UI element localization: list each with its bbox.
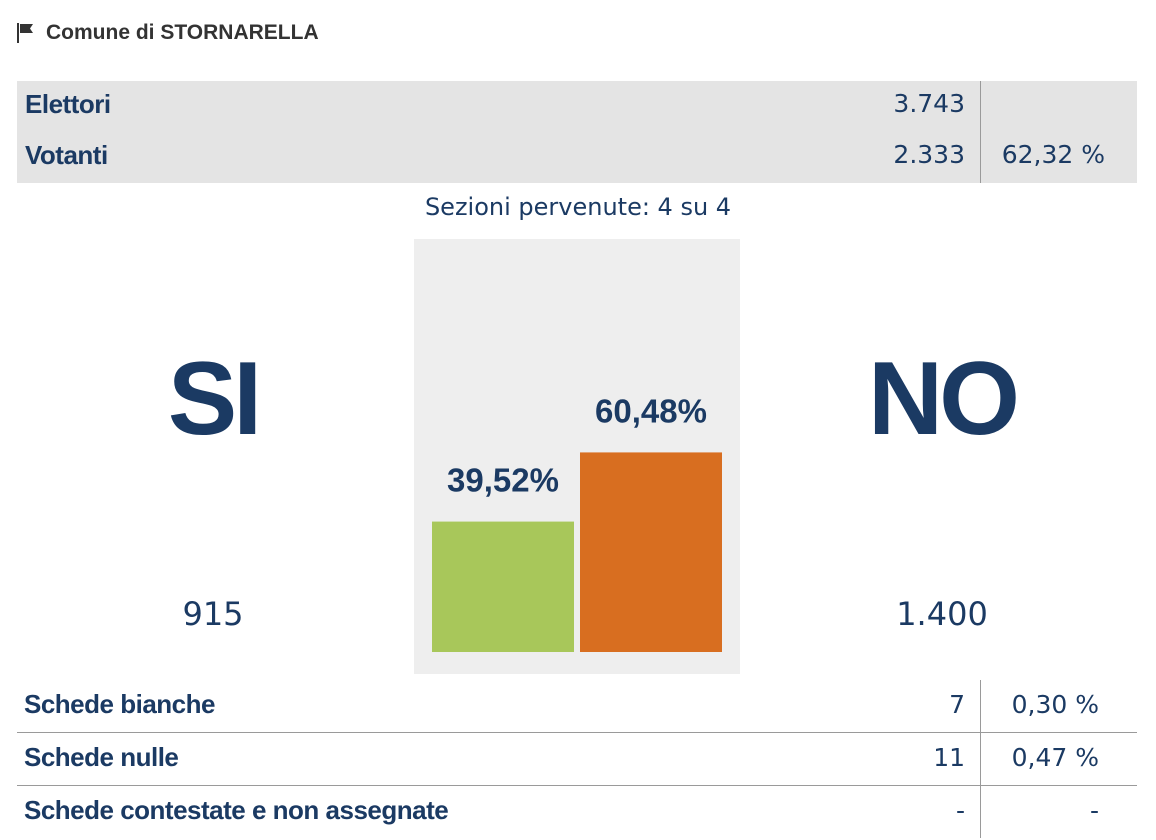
no-heading: NO: [868, 341, 1020, 457]
sections-received: Sezioni pervenute: 4 su 4: [424, 193, 732, 221]
detail-pct: 0,47 %: [1011, 743, 1099, 772]
votanti-row: Votanti 2.333 62,32 %: [17, 132, 1137, 183]
detail-divider: [980, 786, 981, 838]
detail-value: 7: [949, 690, 965, 719]
summary-divider: [980, 81, 981, 183]
votanti-label: Votanti: [25, 140, 108, 170]
flag-icon: [17, 23, 33, 43]
detail-label: Schede contestate e non assegnate: [24, 795, 449, 825]
bar-label-si: 39,52%: [447, 462, 559, 499]
results-chart: 39,52% 60,48%: [414, 239, 740, 674]
elettori-value: 3.743: [893, 89, 965, 118]
detail-label: Schede bianche: [24, 689, 215, 719]
detail-value: 11: [933, 743, 965, 772]
detail-divider: [980, 733, 981, 785]
votanti-pct: 62,32 %: [1001, 140, 1105, 169]
elettori-row: Elettori 3.743: [17, 81, 1137, 132]
municipality-title: Comune di STORNARELLA: [46, 21, 319, 44]
bar-no: [580, 452, 722, 652]
detail-label: Schede nulle: [24, 742, 179, 772]
bar-si: [432, 521, 574, 652]
si-count: 915: [182, 595, 244, 633]
detail-divider: [980, 680, 981, 732]
summary-table: Elettori 3.743 Votanti 2.333 62,32 %: [17, 81, 1137, 183]
detail-pct: 0,30 %: [1011, 690, 1099, 719]
votanti-value: 2.333: [893, 140, 965, 169]
detail-row: Schede nulle 11 0,47 %: [17, 733, 1137, 786]
elettori-label: Elettori: [25, 89, 111, 119]
bars-svg: 39,52% 60,48%: [432, 392, 722, 652]
detail-pct: -: [1089, 796, 1099, 825]
detail-table: Schede bianche 7 0,30 % Schede nulle 11 …: [17, 680, 1137, 838]
detail-row: Schede contestate e non assegnate - -: [17, 786, 1137, 838]
detail-value: -: [955, 796, 965, 825]
detail-row: Schede bianche 7 0,30 %: [17, 680, 1137, 733]
bar-label-no: 60,48%: [595, 392, 707, 429]
no-count: 1.400: [896, 595, 988, 633]
municipality-header: Comune di STORNARELLA: [14, 18, 319, 48]
si-heading: SI: [167, 341, 262, 457]
